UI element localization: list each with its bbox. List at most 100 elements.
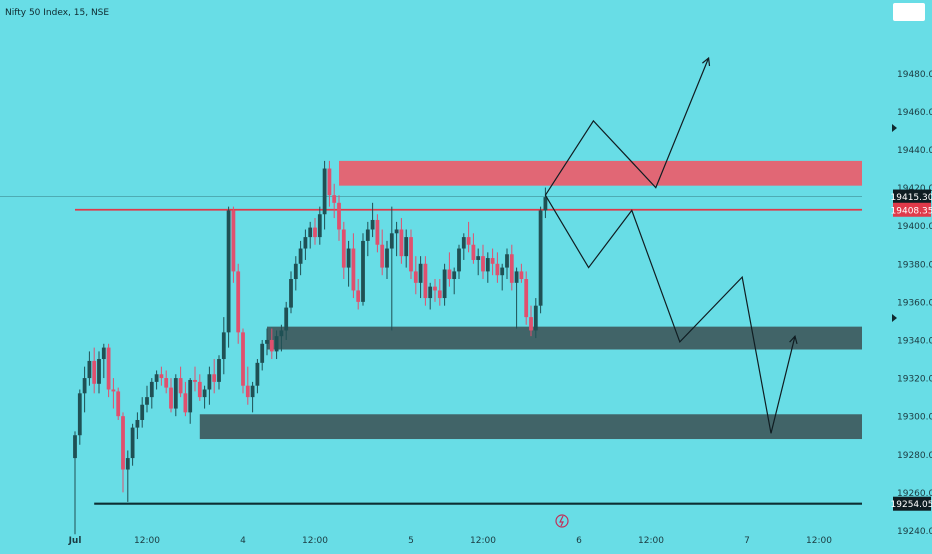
candle-body xyxy=(524,279,529,318)
x-tick-label: 12:00 xyxy=(638,536,664,546)
price-label: 19408.35 xyxy=(891,202,932,217)
candle xyxy=(529,305,533,337)
candle xyxy=(197,374,202,401)
candle xyxy=(380,229,385,276)
candle xyxy=(87,351,92,386)
candle xyxy=(524,271,529,325)
candle-body xyxy=(385,248,389,268)
candle-body xyxy=(298,248,303,264)
y-tick-label: 19480.00 xyxy=(897,70,932,80)
x-tick-label: 4 xyxy=(240,536,246,546)
candle-body xyxy=(173,378,178,409)
candle-body xyxy=(121,416,125,470)
candle-body xyxy=(255,362,260,386)
scale-marker-icon-bottom[interactable] xyxy=(892,314,897,322)
candle xyxy=(97,351,101,394)
candle-body xyxy=(130,427,135,459)
candle-body xyxy=(303,237,308,249)
candle-body xyxy=(519,271,524,280)
candle xyxy=(481,244,485,280)
candle-body xyxy=(269,339,274,352)
candle xyxy=(245,366,250,405)
candle xyxy=(250,381,255,413)
candle xyxy=(375,214,380,253)
y-tick-label: 19380.00 xyxy=(897,260,932,270)
candle-body xyxy=(284,307,289,331)
candle xyxy=(413,256,418,295)
candle xyxy=(394,221,399,257)
candle-body xyxy=(337,202,341,230)
candle-body xyxy=(466,237,471,245)
candle xyxy=(135,412,140,440)
candle-body xyxy=(164,378,169,388)
candle xyxy=(193,366,197,392)
y-tick-label: 19460.00 xyxy=(897,108,932,118)
x-tick-label: 12:00 xyxy=(470,536,496,546)
candle-body xyxy=(250,385,255,398)
candle xyxy=(313,218,317,245)
candle xyxy=(188,378,193,424)
candle-body xyxy=(260,343,265,363)
candle-body xyxy=(375,219,380,245)
candle-body xyxy=(356,290,361,302)
candle-body xyxy=(409,237,413,272)
candle xyxy=(82,366,87,413)
candle-body xyxy=(389,233,394,249)
candle-body xyxy=(154,374,159,382)
candle xyxy=(346,240,351,287)
candle-body xyxy=(346,248,351,268)
candle xyxy=(260,339,265,371)
chart-title: Nifty 50 Index, 15, NSE xyxy=(5,8,109,18)
candles xyxy=(73,160,548,535)
scale-marker-icon-top[interactable] xyxy=(892,124,897,132)
candle-body xyxy=(217,359,221,382)
candle-body xyxy=(452,271,457,280)
candle xyxy=(533,298,538,339)
toolbar-box[interactable] xyxy=(893,3,925,21)
candle xyxy=(409,229,413,280)
candle-body xyxy=(308,227,313,238)
candle xyxy=(289,271,293,314)
price-label: 19415.30 xyxy=(891,189,932,204)
candle-body xyxy=(418,263,423,283)
candle-body xyxy=(111,389,116,392)
candle xyxy=(509,244,514,291)
projection-path-down-arrowhead xyxy=(789,334,798,345)
candle xyxy=(226,206,231,348)
candle xyxy=(130,423,135,466)
candle xyxy=(308,221,313,249)
candle xyxy=(164,370,169,394)
candle-body xyxy=(490,258,495,264)
y-tick-label: 19400.00 xyxy=(897,222,932,232)
price-axis[interactable]: 19240.00 19260.00 19280.00 19300.00 19320.00… xyxy=(897,70,932,537)
candle xyxy=(485,252,490,283)
candle-body xyxy=(509,254,514,283)
time-axis[interactable]: Jul 12:00 4 12:00 5 12:00 6 12:00 7 12:00 xyxy=(68,536,833,546)
candle-body xyxy=(341,229,346,268)
candle xyxy=(461,233,466,260)
candle xyxy=(505,248,509,280)
candle-body xyxy=(231,210,236,272)
projection-path-up-arrowhead xyxy=(702,56,711,67)
candle-body xyxy=(241,332,245,386)
candle-body xyxy=(106,347,111,390)
candle xyxy=(265,328,269,356)
candle-body xyxy=(207,374,212,390)
candle xyxy=(322,160,327,230)
candle xyxy=(365,221,370,257)
candle-body xyxy=(245,385,250,398)
x-tick-label: 12:00 xyxy=(806,536,832,546)
candle xyxy=(471,233,476,264)
candle xyxy=(106,343,111,398)
candle-body xyxy=(317,214,322,238)
candle xyxy=(466,221,471,253)
candle xyxy=(543,187,548,219)
candle-body xyxy=(538,210,543,306)
y-tick-label: 19360.00 xyxy=(897,298,932,308)
flash-icon[interactable] xyxy=(555,514,569,528)
candle-body xyxy=(533,305,538,331)
candle xyxy=(490,248,495,276)
horizontal-lines xyxy=(75,208,862,505)
